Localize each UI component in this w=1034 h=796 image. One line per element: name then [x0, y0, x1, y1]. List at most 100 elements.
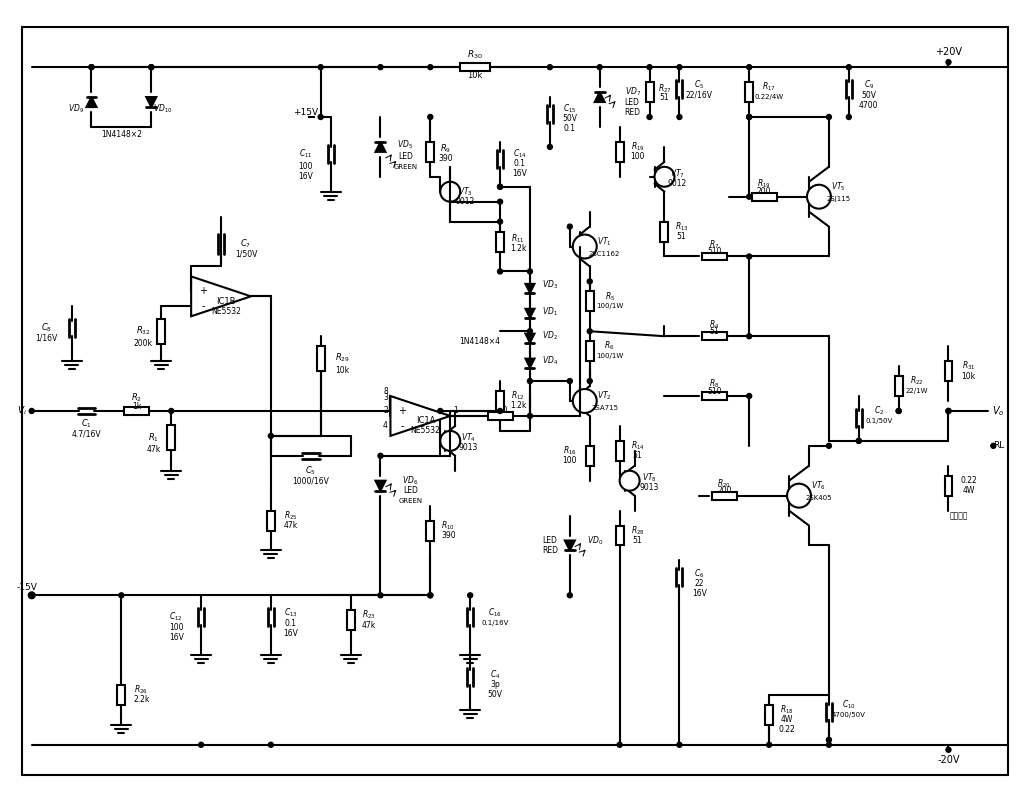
- Text: 16V: 16V: [298, 172, 313, 181]
- Text: $R_{18}$: $R_{18}$: [781, 704, 794, 716]
- Circle shape: [807, 185, 831, 209]
- Circle shape: [647, 115, 652, 119]
- Text: $R_{13}$: $R_{13}$: [674, 220, 689, 233]
- Text: 3: 3: [383, 393, 388, 403]
- Text: 390: 390: [438, 154, 453, 163]
- Text: $R_{19}$: $R_{19}$: [757, 178, 771, 190]
- Text: 4W: 4W: [781, 716, 793, 724]
- Circle shape: [766, 743, 771, 747]
- Circle shape: [440, 181, 460, 201]
- Bar: [702, 252, 727, 260]
- Text: 100: 100: [562, 456, 577, 466]
- Text: +: +: [398, 406, 406, 416]
- Text: 1: 1: [453, 407, 458, 416]
- Text: +15V: +15V: [294, 107, 318, 116]
- Circle shape: [946, 408, 951, 413]
- Polygon shape: [391, 396, 450, 436]
- Text: 47k: 47k: [362, 621, 375, 630]
- Text: $R_{20}$: $R_{20}$: [718, 478, 731, 490]
- Text: 10k: 10k: [467, 71, 483, 80]
- Text: $C_1$: $C_1$: [81, 418, 92, 430]
- Circle shape: [747, 115, 752, 119]
- Bar: [702, 332, 727, 340]
- Text: 16V: 16V: [513, 170, 527, 178]
- Circle shape: [587, 379, 592, 384]
- Circle shape: [677, 115, 681, 119]
- Text: $R_{28}$: $R_{28}$: [631, 525, 644, 537]
- Bar: [765, 705, 773, 725]
- Text: $R_5$: $R_5$: [605, 290, 615, 302]
- Text: $R_9$: $R_9$: [439, 142, 451, 155]
- Text: -: -: [202, 302, 205, 311]
- Circle shape: [847, 64, 851, 69]
- Circle shape: [787, 484, 811, 508]
- Bar: [426, 142, 434, 162]
- Text: 51: 51: [676, 232, 687, 241]
- Text: 9013: 9013: [640, 483, 660, 492]
- Bar: [585, 446, 594, 466]
- Circle shape: [318, 64, 324, 69]
- Text: $R_{29}$: $R_{29}$: [335, 352, 349, 365]
- Circle shape: [587, 279, 592, 284]
- Text: $C_{11}$: $C_{11}$: [299, 147, 312, 160]
- Circle shape: [29, 592, 35, 599]
- Bar: [615, 525, 624, 545]
- Text: $R_{10}$: $R_{10}$: [442, 519, 455, 532]
- Polygon shape: [525, 309, 535, 318]
- Bar: [746, 82, 753, 102]
- Text: $R_8$: $R_8$: [709, 378, 720, 390]
- Text: 100: 100: [493, 407, 508, 416]
- Text: 2SC1162: 2SC1162: [589, 251, 620, 256]
- Text: $VT_1$: $VT_1$: [598, 236, 612, 248]
- Polygon shape: [525, 284, 535, 293]
- Text: 1k: 1k: [131, 403, 141, 412]
- Text: $VT_5$: $VT_5$: [831, 181, 846, 193]
- Text: 0.1: 0.1: [514, 159, 526, 168]
- Text: 1N4148×2: 1N4148×2: [101, 131, 142, 139]
- Text: 水泥电阻: 水泥电阻: [949, 511, 968, 520]
- Text: 510: 510: [707, 247, 722, 256]
- Circle shape: [747, 334, 752, 339]
- Text: $R_{32}$: $R_{32}$: [135, 325, 151, 338]
- Text: $VD_1$: $VD_1$: [542, 305, 558, 318]
- Text: $R_7$: $R_7$: [709, 238, 720, 251]
- Circle shape: [568, 379, 572, 384]
- Text: 0.22: 0.22: [960, 476, 977, 486]
- Circle shape: [568, 224, 572, 229]
- Circle shape: [378, 593, 383, 598]
- Text: 0.1/16V: 0.1/16V: [482, 620, 509, 626]
- Circle shape: [573, 235, 597, 259]
- Polygon shape: [525, 359, 535, 368]
- Text: 8: 8: [383, 387, 388, 396]
- Text: $C_4$: $C_4$: [490, 669, 500, 681]
- Polygon shape: [146, 97, 156, 107]
- Text: $VD_3$: $VD_3$: [542, 278, 558, 291]
- Text: 0.22: 0.22: [779, 725, 795, 735]
- Text: -: -: [400, 421, 404, 431]
- Circle shape: [598, 64, 602, 69]
- Text: 100: 100: [299, 162, 313, 171]
- Text: $VD_{10}$: $VD_{10}$: [153, 103, 173, 115]
- Text: 9012: 9012: [456, 197, 475, 206]
- Text: $V_i$: $V_i$: [17, 404, 27, 417]
- Circle shape: [428, 593, 433, 598]
- Circle shape: [269, 743, 273, 747]
- Bar: [168, 425, 175, 451]
- Circle shape: [747, 115, 752, 119]
- Text: $VD_5$: $VD_5$: [397, 139, 414, 151]
- Text: 100/1W: 100/1W: [596, 303, 624, 310]
- Text: 100: 100: [169, 622, 183, 632]
- Circle shape: [896, 408, 902, 413]
- Circle shape: [677, 743, 681, 747]
- Text: LED: LED: [625, 98, 639, 107]
- Circle shape: [527, 269, 533, 274]
- Text: 47k: 47k: [146, 445, 160, 455]
- Circle shape: [29, 593, 34, 598]
- Text: $C_{12}$: $C_{12}$: [170, 611, 183, 623]
- Circle shape: [655, 167, 674, 187]
- Text: NE5532: NE5532: [410, 427, 440, 435]
- Text: IC1B: IC1B: [216, 297, 236, 306]
- Circle shape: [497, 269, 503, 274]
- Text: $R_{31}$: $R_{31}$: [962, 360, 975, 373]
- Text: RED: RED: [542, 546, 558, 555]
